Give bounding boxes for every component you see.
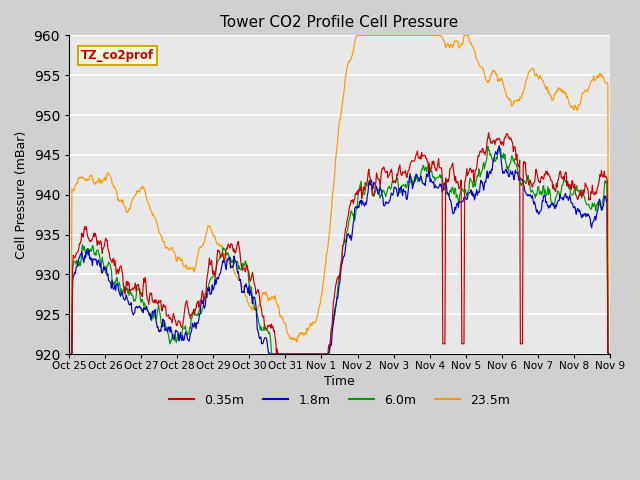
Legend: 0.35m, 1.8m, 6.0m, 23.5m: 0.35m, 1.8m, 6.0m, 23.5m <box>164 389 515 412</box>
Y-axis label: Cell Pressure (mBar): Cell Pressure (mBar) <box>15 131 28 259</box>
Text: TZ_co2prof: TZ_co2prof <box>81 49 154 62</box>
Title: Tower CO2 Profile Cell Pressure: Tower CO2 Profile Cell Pressure <box>220 15 459 30</box>
X-axis label: Time: Time <box>324 375 355 388</box>
